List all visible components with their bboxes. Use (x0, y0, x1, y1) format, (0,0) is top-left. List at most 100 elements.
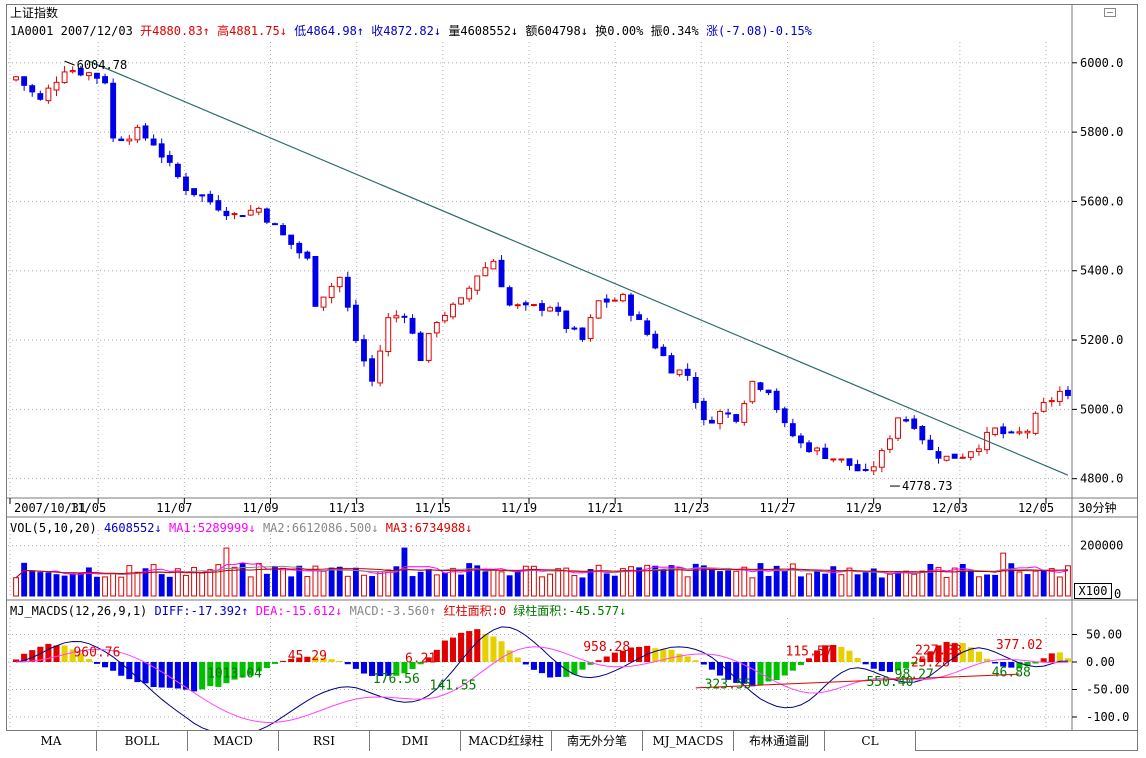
macd-bar-negative (174, 662, 181, 689)
macd-bar-positive (652, 648, 659, 662)
macd-bar-negative (352, 662, 359, 669)
volume-bar (328, 567, 335, 597)
candle-up (676, 369, 683, 376)
macd-bar-positive (935, 645, 942, 662)
macd-bar-positive (304, 656, 311, 662)
macd-bar-positive (1064, 658, 1071, 662)
candle-up (69, 70, 76, 73)
dea-line (15, 646, 1069, 724)
candle-down (409, 317, 416, 334)
macd-area-label: 227.33 (915, 643, 962, 658)
tab-5[interactable]: MACD红绿柱 (461, 731, 552, 751)
macd-bar-negative (263, 662, 270, 668)
candle-up (587, 317, 594, 339)
candle-up (895, 417, 901, 439)
candle-down (37, 93, 44, 100)
quote-header: 1A0001 2007/12/03 开4880.83↑ 高4881.75↓ 低4… (10, 24, 812, 38)
macd-bar-negative (93, 662, 100, 664)
tab-1[interactable]: BOLL (97, 731, 188, 751)
volume-bar (441, 572, 448, 597)
volume-bar (45, 572, 52, 597)
volume-bar (806, 573, 812, 597)
macd-bar-negative (1024, 662, 1031, 667)
open-label: 开 (140, 24, 153, 38)
candle-down (636, 314, 643, 320)
macd-bar-negative (1008, 662, 1015, 668)
candle-down (733, 414, 740, 422)
candle-down (935, 451, 942, 459)
volume-bar (466, 563, 473, 597)
candle-down (369, 358, 376, 382)
volume-bar (555, 568, 562, 597)
macd-bar-negative (207, 662, 214, 687)
date-tick-label: 11/07 (156, 501, 192, 515)
volume-bar (708, 568, 715, 597)
macd-bar-positive (45, 643, 52, 662)
panel-menu-icon[interactable] (1104, 8, 1116, 17)
macd-bar-positive (919, 658, 926, 662)
green-area-arrow: ↓ (619, 604, 627, 618)
volume-bar (183, 574, 189, 597)
macd-bar-negative (749, 662, 756, 687)
volume-bar (862, 572, 869, 597)
volume-bar (595, 564, 602, 597)
volume-bar (223, 547, 230, 597)
vol-ma2-label: MA2: (262, 521, 292, 535)
volume-bar (126, 565, 133, 597)
volume-bar (514, 570, 521, 597)
volume-bar (878, 577, 885, 597)
candle-up (61, 71, 68, 84)
tab-6[interactable]: 南无外分笔 (552, 731, 643, 751)
macd-bar-negative (369, 662, 376, 676)
volume-bar (628, 566, 634, 597)
tab-2[interactable]: MACD (188, 731, 279, 751)
tab-9[interactable]: CL (825, 731, 916, 751)
macd-bar-negative (150, 662, 157, 688)
high-value: 4881.75 (229, 24, 280, 38)
candle-up (385, 317, 392, 353)
macd-bar-negative (417, 662, 424, 665)
tab-8[interactable]: 布林通道副 (734, 731, 825, 751)
macd-bar-positive (975, 651, 982, 662)
candle-down (700, 400, 707, 421)
volume-bar (231, 566, 238, 597)
macd-bar-negative (377, 662, 384, 677)
candle-down (628, 294, 634, 316)
macd-bar-negative (110, 662, 117, 671)
macd-bar-positive (611, 652, 618, 662)
tab-7[interactable]: MJ_MACDS (643, 731, 734, 751)
tab-0[interactable]: MA (6, 731, 97, 751)
index-code: 1A0001 (10, 24, 54, 38)
volume-bar (1048, 568, 1055, 597)
macd-bar-positive (474, 629, 481, 662)
candle-down (927, 439, 934, 451)
volume-bar (158, 574, 165, 597)
candle-up (1024, 430, 1031, 434)
macd-bar-positive (53, 645, 60, 662)
macd-bar-negative (271, 662, 279, 664)
candle-down (668, 355, 675, 374)
candle-down (603, 298, 610, 303)
volume-bar (668, 565, 675, 597)
volume-bar (344, 575, 351, 597)
volume-bar (717, 571, 723, 597)
green-area-label: 绿柱面积: (513, 604, 569, 618)
macd-tick-label: -50.00 (1086, 683, 1129, 697)
volume-bar (895, 571, 901, 597)
tab-4[interactable]: DMI (370, 731, 461, 751)
volume-bar (134, 571, 141, 597)
volume-bar (579, 577, 586, 597)
volume-bar (77, 572, 84, 597)
candle-down (102, 76, 108, 84)
macd-bar-negative (587, 662, 594, 665)
volume-bar (247, 576, 254, 597)
macd-bar-negative (903, 662, 910, 669)
tab-3[interactable]: RSI (279, 731, 370, 751)
volume-bar (660, 569, 667, 597)
volume-bar (830, 566, 837, 597)
candle-down (854, 464, 861, 472)
volume-unit-box[interactable]: X100 (1074, 583, 1112, 599)
diff-arrow: ↑ (241, 604, 249, 618)
volume-panel-header: VOL(5,10,20) 4608552↓ MA1:5289999↓ MA2:6… (10, 521, 473, 535)
